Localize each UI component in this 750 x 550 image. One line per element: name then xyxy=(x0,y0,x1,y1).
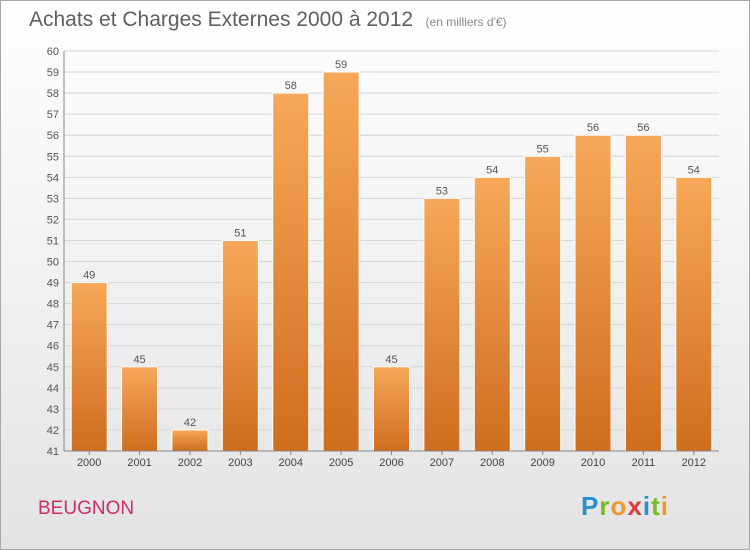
x-tick-label: 2003 xyxy=(228,457,252,469)
y-tick-label: 58 xyxy=(47,88,59,100)
x-tick-label: 2002 xyxy=(178,457,202,469)
x-tick-label: 2009 xyxy=(530,457,554,469)
bar-value-label: 56 xyxy=(637,122,649,134)
y-tick-label: 59 xyxy=(47,67,59,79)
bar xyxy=(70,282,108,452)
bar xyxy=(373,366,410,452)
logo-letter: i xyxy=(642,491,652,521)
y-tick-label: 42 xyxy=(47,425,59,437)
y-tick-label: 43 xyxy=(47,404,59,416)
bar xyxy=(624,134,662,452)
bar-value-label: 45 xyxy=(385,354,397,366)
bar xyxy=(423,197,461,452)
bar xyxy=(272,92,310,452)
y-tick-label: 45 xyxy=(47,362,59,374)
logo-letter: P xyxy=(581,491,600,521)
y-tick-label: 55 xyxy=(47,151,59,163)
x-tick-label: 2007 xyxy=(430,457,454,469)
bar-value-label: 42 xyxy=(184,417,196,429)
bar-value-label: 55 xyxy=(537,143,549,155)
logo-letter: o xyxy=(610,491,628,521)
bar-value-label: 54 xyxy=(688,164,700,176)
y-tick-label: 54 xyxy=(47,172,59,184)
bar-value-label: 58 xyxy=(285,80,297,92)
y-tick-label: 53 xyxy=(47,193,59,205)
bar xyxy=(121,366,159,452)
bar-value-label: 45 xyxy=(133,354,145,366)
logo-letter: x xyxy=(627,491,643,521)
proxiti-logo[interactable]: Proxiti xyxy=(581,491,669,522)
x-tick-label: 2000 xyxy=(77,457,101,469)
bar-value-label: 53 xyxy=(436,185,448,197)
bar xyxy=(322,71,360,452)
y-tick-label: 51 xyxy=(47,235,59,247)
y-tick-label: 48 xyxy=(47,299,59,311)
y-tick-label: 56 xyxy=(47,130,59,142)
x-tick-label: 2006 xyxy=(379,457,403,469)
y-tick-label: 46 xyxy=(47,341,59,353)
x-tick-label: 2005 xyxy=(329,457,353,469)
bar-value-label: 59 xyxy=(335,59,347,71)
bar xyxy=(221,239,259,452)
y-tick-label: 57 xyxy=(47,109,59,121)
y-tick-label: 49 xyxy=(47,278,59,290)
y-tick-label: 52 xyxy=(47,214,59,226)
bars: 49 45 42 51 58 59 45 53 54 55 56 56 54 xyxy=(70,59,713,452)
x-tick-label: 2010 xyxy=(581,457,605,469)
commune-name: BEUGNON xyxy=(38,498,135,519)
axes: 41 42 43 44 45 46 47 48 49 50 51 52 53 54 55 56 57 58 59 60… xyxy=(47,46,719,469)
y-tick-label: 41 xyxy=(47,446,59,458)
chart-unit: (en milliers d'€) xyxy=(425,15,507,29)
x-tick-label: 2001 xyxy=(127,457,151,469)
logo-letter: t xyxy=(651,491,661,521)
x-tick-label: 2008 xyxy=(480,457,504,469)
bar xyxy=(675,176,713,452)
bar-value-label: 51 xyxy=(234,227,246,239)
y-tick-label: 50 xyxy=(47,257,59,269)
y-tick-label: 47 xyxy=(47,320,59,332)
bar xyxy=(171,429,209,452)
x-tick-label: 2012 xyxy=(682,457,706,469)
logo-letter: i xyxy=(660,491,669,521)
y-tick-label: 44 xyxy=(47,383,59,395)
bar-value-label: 54 xyxy=(486,164,498,176)
bar xyxy=(473,176,511,452)
title-row: Achats et Charges Externes 2000 à 2012 (… xyxy=(29,8,507,32)
chart-title: Achats et Charges Externes 2000 à 2012 xyxy=(29,8,414,31)
bar-value-label: 49 xyxy=(83,270,95,282)
bar xyxy=(574,134,612,452)
y-tick-label: 60 xyxy=(47,46,59,58)
x-tick-label: 2011 xyxy=(632,457,656,469)
bar-value-label: 56 xyxy=(587,122,599,134)
x-tick-label: 2004 xyxy=(278,457,302,469)
logo-letter: r xyxy=(599,491,611,521)
bar xyxy=(524,155,562,452)
